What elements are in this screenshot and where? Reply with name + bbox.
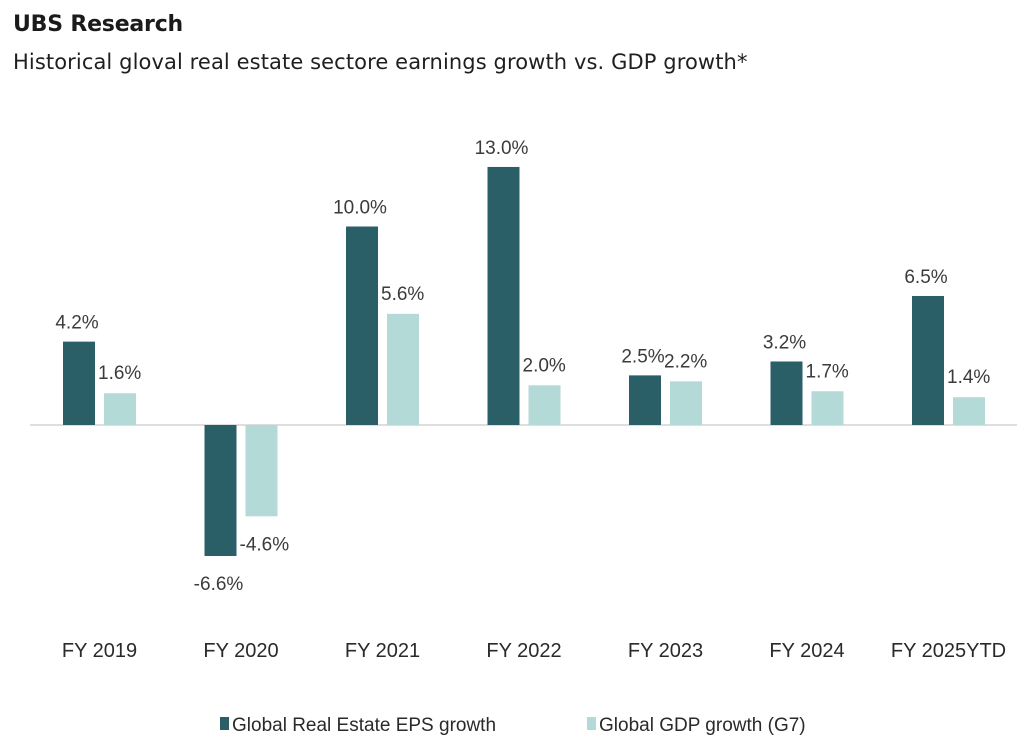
data-label-gdp: 2.2% <box>664 351 707 372</box>
bar-gdp <box>953 397 985 425</box>
legend-label-gdp: Global GDP growth (G7) <box>599 715 806 736</box>
data-label-gdp: 1.4% <box>947 367 990 388</box>
x-tick-label: FY 2021 <box>345 640 420 662</box>
bar-eps <box>346 226 378 425</box>
data-label-eps: -6.6% <box>194 574 244 595</box>
data-label-eps: 3.2% <box>763 332 806 353</box>
x-tick-label: FY 2025YTD <box>891 640 1006 662</box>
x-tick-label: FY 2020 <box>203 640 278 662</box>
data-label-gdp: 2.0% <box>523 355 566 376</box>
bar-gdp <box>387 313 419 425</box>
bar-gdp <box>811 391 844 425</box>
brand-title: UBS Research <box>13 12 184 37</box>
legend-swatch-gdp <box>587 717 596 730</box>
bar-eps <box>629 375 661 425</box>
bar-gdp <box>245 425 278 517</box>
bar-eps <box>487 166 520 425</box>
data-label-gdp: -4.6% <box>240 534 290 555</box>
data-label-eps: 10.0% <box>333 198 387 219</box>
x-tick-label: FY 2022 <box>486 640 561 662</box>
data-label-gdp: 1.7% <box>806 361 849 382</box>
data-label-eps: 4.2% <box>55 313 98 334</box>
bar-eps <box>912 295 944 425</box>
bar-eps <box>204 425 237 557</box>
bar-gdp <box>670 381 702 425</box>
chart-subtitle: Historical gloval real estate sectore ea… <box>13 50 748 74</box>
bar-gdp <box>528 385 561 425</box>
data-label-gdp: 1.6% <box>98 363 141 384</box>
legend-label-eps: Global Real Estate EPS growth <box>232 715 496 736</box>
bar-eps <box>770 361 803 425</box>
x-tick-label: FY 2024 <box>769 640 844 662</box>
data-label-eps: 13.0% <box>475 138 529 159</box>
bar-eps <box>63 341 95 425</box>
x-tick-label: FY 2019 <box>62 640 137 662</box>
data-label-gdp: 5.6% <box>381 284 424 305</box>
data-label-eps: 6.5% <box>904 267 947 288</box>
data-label-eps: 2.5% <box>621 346 664 367</box>
bar-gdp <box>104 393 136 425</box>
x-tick-label: FY 2023 <box>628 640 703 662</box>
legend-swatch-eps <box>220 717 229 730</box>
